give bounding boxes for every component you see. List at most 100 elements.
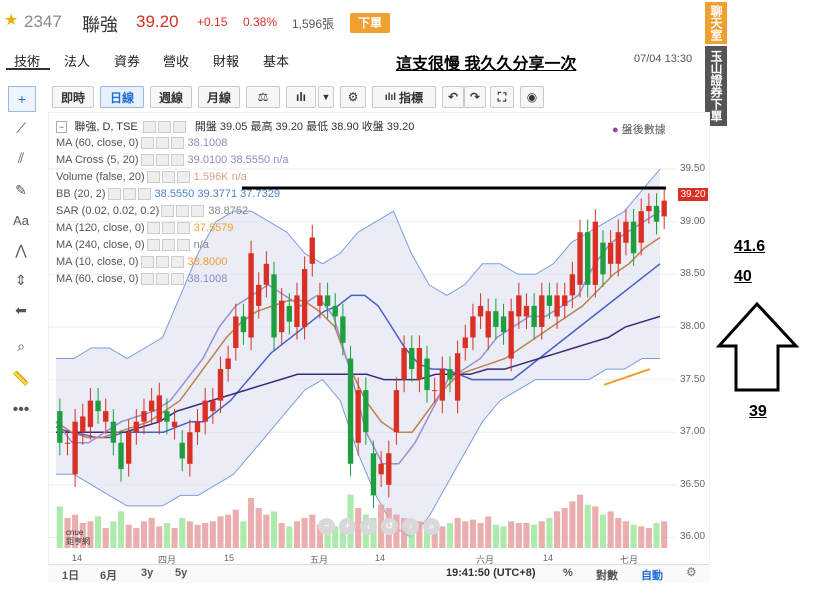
legend-row[interactable]: MA (60, close, 0) 38.1008 — [56, 272, 227, 286]
volume-bar — [531, 524, 538, 548]
candle-body — [57, 411, 63, 443]
text-icon[interactable]: Aa — [13, 212, 29, 228]
arrow-left-icon[interactable]: ⬅ — [15, 301, 27, 318]
fibonacci-icon[interactable]: ⫽ — [17, 149, 25, 166]
legend-eye-icon[interactable] — [107, 188, 121, 201]
fullscreen-icon[interactable]: ⛶ — [490, 86, 514, 108]
tab-6[interactable]: 基本 — [263, 54, 290, 69]
chevron-down-icon[interactable]: ▼ — [318, 86, 334, 108]
auto-toggle[interactable]: 自動 — [641, 570, 663, 582]
legend-close-icon[interactable] — [137, 188, 151, 201]
legend-row[interactable]: MA (60, close, 0) 38.1008 — [56, 136, 227, 150]
crosshair-icon[interactable]: + — [8, 86, 36, 112]
weekly-button[interactable]: 週線 — [150, 86, 192, 108]
monthly-button[interactable]: 月線 — [198, 86, 240, 108]
tab-2[interactable]: 法人 — [64, 54, 91, 69]
legend-settings-icon[interactable] — [122, 188, 136, 201]
range-button[interactable]: 5y — [175, 567, 188, 579]
volume-bar — [255, 508, 262, 548]
legend-settings-icon[interactable] — [176, 205, 190, 218]
go-end-icon[interactable]: » — [423, 518, 440, 535]
legend-settings-icon[interactable] — [161, 171, 175, 184]
legend-settings-icon[interactable] — [155, 273, 169, 286]
legend-close-icon[interactable] — [176, 171, 190, 184]
legend-close-icon[interactable] — [191, 205, 205, 218]
x-tick-label: 14 — [375, 553, 386, 563]
legend-settings-icon[interactable] — [157, 121, 171, 134]
legend-row[interactable]: MA Cross (5, 20) 39.0100 38.5550 n/a — [56, 153, 288, 167]
rewind-icon[interactable]: − — [318, 518, 335, 535]
legend-close-icon[interactable] — [170, 137, 184, 150]
zoom-icon[interactable]: ⌕ — [17, 337, 25, 354]
legend-close-icon[interactable] — [176, 222, 190, 235]
candle-body — [347, 358, 354, 464]
intraday-button[interactable]: 即時 — [52, 86, 94, 108]
zoom-out-icon[interactable]: + — [339, 518, 356, 535]
pattern-icon[interactable]: ⋀ — [15, 241, 27, 258]
reset-icon[interactable]: ↺ — [381, 518, 398, 535]
legend-label: MA (120, close, 0) — [56, 222, 145, 234]
daily-button[interactable]: 日線 — [100, 86, 144, 108]
legend-close-icon[interactable] — [172, 121, 186, 134]
legend-eye-icon[interactable] — [142, 121, 156, 134]
log-toggle[interactable]: 對數 — [596, 570, 618, 582]
legend-close-icon[interactable] — [170, 273, 184, 286]
trend-line-icon[interactable]: ⟋ — [16, 119, 26, 136]
range-button[interactable]: 3y — [141, 567, 154, 579]
legend-eye-icon[interactable] — [146, 171, 160, 184]
candlestick-chart[interactable] — [48, 112, 710, 565]
scroll-right-icon[interactable]: › — [402, 518, 419, 535]
legend-close-icon[interactable] — [170, 256, 184, 269]
tab-5[interactable]: 財報 — [213, 54, 240, 69]
compare-scale-icon[interactable]: ⚖ — [246, 86, 280, 108]
legend-settings-icon[interactable] — [161, 222, 175, 235]
legend-settings-icon[interactable] — [155, 137, 169, 150]
legend-value: 38.8752 — [208, 205, 249, 217]
footer-gear-icon[interactable]: ⚙ — [686, 565, 697, 579]
tab-3[interactable]: 資券 — [114, 54, 141, 69]
legend-close-icon[interactable] — [176, 239, 190, 252]
ruler-icon[interactable]: 📏 — [12, 369, 30, 386]
legend-settings-icon[interactable] — [161, 239, 175, 252]
chat-room-button[interactable]: 聊天室 — [705, 2, 727, 44]
candle-style-icon[interactable]: ılı — [286, 86, 316, 108]
range-button[interactable]: 6月 — [100, 570, 118, 582]
legend-eye-icon[interactable] — [140, 137, 154, 150]
legend-row[interactable]: SAR (0.02, 0.02, 0.2) 38.8752 — [56, 204, 248, 218]
order-button[interactable]: 下單 — [350, 13, 390, 33]
legend-eye-icon[interactable] — [140, 256, 154, 269]
star-icon[interactable]: ★ — [4, 12, 19, 29]
legend-eye-icon[interactable] — [140, 273, 154, 286]
collapse-icon[interactable]: − — [56, 121, 68, 133]
percent-toggle[interactable]: % — [563, 567, 573, 579]
range-button[interactable]: 1日 — [62, 570, 80, 582]
legend-row[interactable]: MA (120, close, 0) 37.5579 — [56, 221, 233, 235]
candle-body — [202, 400, 208, 422]
legend-row[interactable]: MA (10, close, 0) 38.8000 — [56, 255, 227, 269]
legend-eye-icon[interactable] — [146, 222, 160, 235]
legend-eye-icon[interactable] — [161, 205, 175, 218]
legend-settings-icon[interactable] — [155, 154, 169, 167]
more-icon[interactable]: ••• — [12, 401, 30, 418]
scroll-left-icon[interactable]: ‹ — [360, 518, 377, 535]
gear-icon[interactable]: ⚙ — [340, 86, 366, 108]
camera-icon[interactable]: ◉ — [520, 86, 544, 108]
x-tick-label: 15 — [224, 553, 235, 563]
tab-4[interactable]: 營收 — [163, 54, 190, 69]
candle-body — [72, 421, 78, 475]
legend-label: SAR (0.02, 0.02, 0.2) — [56, 205, 160, 217]
legend-row[interactable]: MA (240, close, 0) n/a — [56, 238, 209, 252]
legend-eye-icon[interactable] — [140, 154, 154, 167]
legend-row[interactable]: Volume (false, 20) 1.596K n/a — [56, 170, 247, 184]
undo-icon[interactable]: ↶ — [442, 86, 464, 108]
legend-settings-icon[interactable] — [155, 256, 169, 269]
tab-1[interactable]: 技術 — [14, 54, 41, 69]
indicators-button[interactable]: ılıl 指標 — [372, 86, 436, 108]
legend-close-icon[interactable] — [170, 154, 184, 167]
redo-icon[interactable]: ↷ — [464, 86, 486, 108]
legend-row[interactable]: BB (20, 2) 38.5550 39.3771 37.7329 — [56, 187, 280, 201]
brush-icon[interactable]: ✎ — [15, 181, 27, 198]
measure-icon[interactable]: ⇕ — [15, 271, 27, 288]
broker-order-button[interactable]: 玉山證券下單 — [705, 46, 727, 126]
legend-eye-icon[interactable] — [146, 239, 160, 252]
